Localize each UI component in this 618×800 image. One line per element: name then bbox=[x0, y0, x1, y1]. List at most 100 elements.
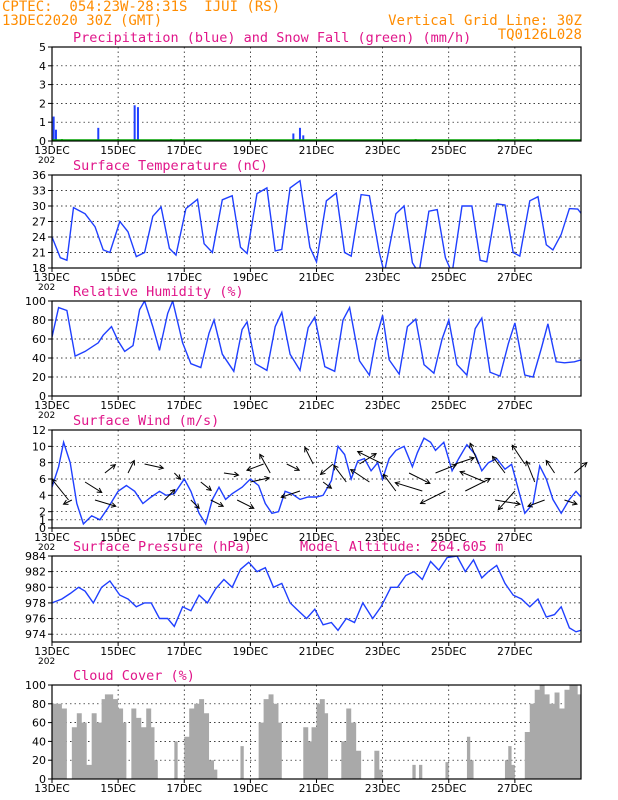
x-tick-label: 27DEC bbox=[497, 400, 532, 412]
x-tick-label: 13DEC bbox=[34, 646, 69, 658]
precip-bar bbox=[298, 127, 301, 141]
wind-arrow bbox=[173, 472, 181, 480]
x-tick-label: 21DEC bbox=[299, 532, 334, 544]
wind-arrow-head bbox=[451, 463, 458, 469]
wind-arrow-head bbox=[511, 444, 517, 451]
wind-arrow-head bbox=[175, 474, 182, 480]
precip-bar bbox=[302, 135, 305, 141]
wind-arrow-head bbox=[419, 499, 426, 505]
wind-arrow bbox=[420, 490, 446, 504]
y-tick-label: 980 bbox=[25, 581, 46, 594]
wind-arrow bbox=[492, 456, 506, 474]
wind-arrow bbox=[435, 464, 457, 474]
x-tick-label: 25DEC bbox=[431, 532, 466, 544]
cloud-cover-area bbox=[52, 685, 581, 779]
wind-arrow bbox=[465, 478, 491, 492]
y-tick-label: 30 bbox=[32, 200, 46, 213]
wind-arrow-head bbox=[294, 465, 301, 471]
wind-arrow-head bbox=[469, 456, 476, 462]
wind-arrow bbox=[286, 463, 300, 471]
wind-arrow-head bbox=[394, 481, 401, 487]
wind-arrow bbox=[127, 460, 135, 474]
y-tick-label: 21 bbox=[32, 247, 46, 260]
wind-arrow bbox=[455, 457, 475, 465]
wind-arrow-head bbox=[280, 493, 287, 499]
y-tick-label: 36 bbox=[32, 169, 46, 182]
wind-arrow bbox=[223, 472, 239, 476]
wind-arrow-head bbox=[233, 471, 240, 478]
panel-title: Surface Temperature (nC) bbox=[73, 158, 268, 174]
wind-arrow-head bbox=[515, 500, 522, 507]
x-tick-label: 17DEC bbox=[167, 646, 202, 658]
wind-arrow-head bbox=[129, 459, 135, 466]
y-tick-label: 0 bbox=[39, 522, 46, 535]
wind-arrow-head bbox=[326, 483, 333, 489]
y-tick-label: 40 bbox=[32, 735, 46, 748]
x-cut-label: 202 bbox=[38, 411, 55, 421]
x-tick-label: 27DEC bbox=[497, 145, 532, 157]
x-tick-label: 23DEC bbox=[365, 532, 400, 544]
x-tick-label: 19DEC bbox=[233, 272, 268, 284]
x-tick-label: 17DEC bbox=[167, 783, 202, 795]
wind-arrow bbox=[51, 478, 69, 501]
series-line bbox=[52, 179, 581, 268]
grid-note: Vertical Grid Line: 30Z bbox=[388, 13, 582, 29]
precip-bar bbox=[97, 127, 100, 141]
y-tick-label: 6 bbox=[39, 473, 46, 486]
wind-arrow-head bbox=[158, 464, 165, 471]
y-tick-label: 3 bbox=[39, 79, 46, 92]
wind-arrow bbox=[408, 472, 431, 484]
wind-arrow-head bbox=[349, 468, 356, 475]
y-tick-label: 2 bbox=[39, 506, 46, 519]
x-tick-label: 17DEC bbox=[167, 272, 202, 284]
y-tick-label: 4 bbox=[39, 489, 46, 502]
x-tick-label: 13DEC bbox=[34, 400, 69, 412]
y-tick-label: 1 bbox=[39, 514, 46, 527]
x-tick-label: 23DEC bbox=[365, 272, 400, 284]
y-tick-label: 4 bbox=[39, 60, 46, 73]
x-tick-label: 13DEC bbox=[34, 783, 69, 795]
wind-arrow-head bbox=[485, 477, 492, 483]
y-tick-label: 982 bbox=[25, 566, 46, 579]
x-tick-label: 25DEC bbox=[431, 783, 466, 795]
y-tick-label: 0 bbox=[39, 773, 46, 786]
panel-title: Precipitation (blue) and Snow Fall (gree… bbox=[73, 30, 471, 46]
y-tick-label: 10 bbox=[32, 440, 46, 453]
wind-arrow-head bbox=[424, 479, 431, 485]
wind-arrow bbox=[144, 463, 164, 469]
x-tick-label: 17DEC bbox=[167, 532, 202, 544]
x-tick-label: 13DEC bbox=[34, 145, 69, 157]
x-tick-label: 27DEC bbox=[497, 532, 532, 544]
wind-arrow bbox=[304, 447, 314, 465]
y-tick-label: 974 bbox=[25, 628, 46, 641]
y-tick-label: 24 bbox=[32, 231, 46, 244]
x-tick-label: 19DEC bbox=[233, 400, 268, 412]
x-tick-label: 19DEC bbox=[233, 783, 268, 795]
wind-arrow bbox=[357, 451, 383, 465]
y-tick-label: 100 bbox=[25, 295, 46, 308]
wind-arrow-head bbox=[245, 466, 252, 472]
model-altitude: Model Altitude: 264.605 m bbox=[300, 539, 503, 555]
wind-arrow-head bbox=[581, 461, 588, 468]
x-cut-label: 202 bbox=[38, 543, 55, 553]
x-tick-label: 23DEC bbox=[365, 783, 400, 795]
y-tick-label: 20 bbox=[32, 754, 46, 767]
wind-arrow-head bbox=[356, 450, 363, 456]
wind-arrow bbox=[564, 499, 578, 505]
panel-title: Surface Pressure (hPa) bbox=[73, 539, 252, 555]
location-header: CPTEC: 054:23W-28:31S IJUI (RS) bbox=[2, 0, 281, 15]
x-tick-label: 23DEC bbox=[365, 145, 400, 157]
wind-arrow bbox=[511, 445, 526, 465]
date-header: 13DEC2020 30Z (GMT) bbox=[2, 13, 163, 29]
wind-arrow bbox=[104, 464, 116, 474]
wind-arrow-head bbox=[218, 501, 225, 507]
wind-arrow bbox=[525, 461, 536, 483]
wind-arrow-head bbox=[333, 464, 339, 471]
wind-arrow-head bbox=[194, 503, 200, 510]
x-cut-label: 202 bbox=[38, 283, 55, 293]
x-tick-label: 17DEC bbox=[167, 145, 202, 157]
wind-arrow bbox=[382, 474, 397, 492]
model-code: TQ0126L028 bbox=[497, 27, 582, 43]
wind-arrow-head bbox=[525, 460, 531, 467]
